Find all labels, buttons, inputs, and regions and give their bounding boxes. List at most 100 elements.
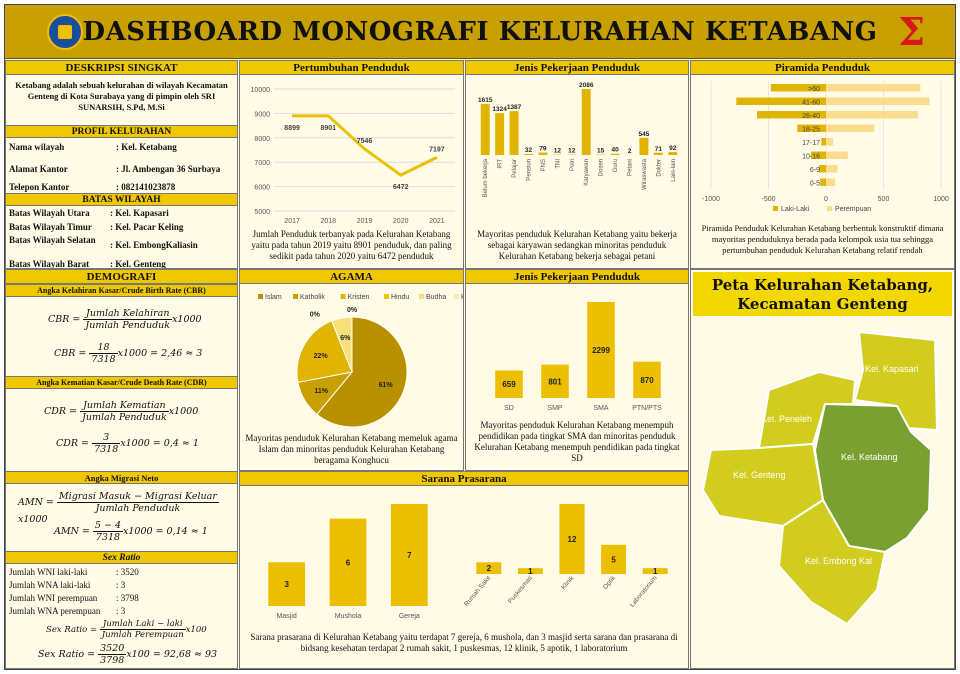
x-tick-label: SD — [504, 405, 514, 412]
y-tick-label: >60 — [808, 86, 820, 93]
x-tick-label: 1000 — [933, 196, 949, 203]
x-tick-label: 2018 — [321, 218, 337, 225]
profil-title: PROFIL KELURAHAN — [6, 125, 237, 138]
bar-perempuan — [826, 111, 918, 119]
data-label: 8899 — [284, 125, 300, 132]
bar — [517, 568, 543, 574]
profil-value-1: : Jl. Ambengan 36 Surbaya — [116, 164, 221, 174]
legend-label: Perempuan — [835, 206, 871, 213]
data-label: 12 — [554, 148, 562, 155]
data-label: 0% — [310, 311, 321, 318]
bar — [509, 111, 519, 155]
pertumbuhan-chart: 5000 6000 7000 8000 9000 10000 2017 2018 2019 202… — [251, 87, 455, 225]
piramida-caption: Piramida Penduduk Kelurahan Ketabang ber… — [701, 223, 944, 255]
batas-value-1: : Kel. Pacar Keling — [110, 222, 184, 232]
x-tick-label: IRT — [498, 159, 504, 169]
sr-key-1: Jumlah WNA laki-laki — [9, 580, 91, 590]
legend-swatch — [454, 294, 459, 299]
profil-key-1: Alamat Kantor — [9, 164, 68, 174]
bar-laki-laki — [797, 124, 826, 132]
y-tick-label: 26-40 — [802, 113, 820, 120]
bar — [559, 504, 585, 574]
sr-key-2: Jumlah WNI perempuan — [9, 593, 98, 603]
x-tick-label: Puskesmas — [507, 574, 534, 605]
batas-value-3: : Kel. Genteng — [110, 259, 166, 269]
bar — [581, 89, 591, 155]
cbr-formula: CBR = Jumlah Kelahiran Jumlah Penduduk x10… — [48, 308, 202, 331]
bar — [538, 152, 548, 155]
data-label: 2 — [628, 148, 632, 155]
header-bar: DASHBOARD MONOGRAFI KELURAHAN KETABANG Σ — [5, 5, 955, 59]
map-title: Peta Kelurahan Ketabang, Kecamatan Gente… — [711, 276, 934, 313]
x-tick-label: 500 — [878, 196, 890, 203]
y-tick-label: 9000 — [254, 111, 270, 118]
cdr-result: CDR = 3 7318 x1000 = 0,4 ≈ 1 — [56, 432, 199, 455]
data-label: 870 — [640, 376, 654, 385]
bar-perempuan — [826, 165, 838, 173]
bar — [642, 568, 668, 574]
bar — [587, 302, 615, 398]
bar — [601, 544, 627, 574]
bar — [541, 364, 569, 398]
batas-key-2: Batas Wilayah Selatan — [9, 235, 96, 245]
sr-formula: Sex Ratio = Jumlah Laki − laki Jumlah Per… — [46, 619, 207, 640]
data-label: 79 — [539, 146, 547, 153]
x-tick-label: 2017 — [284, 218, 300, 225]
bar-laki-laki — [821, 138, 826, 146]
profil-key-0: Nama wilayah — [9, 142, 65, 152]
x-tick-label: Guru — [613, 159, 619, 172]
data-label: 15 — [597, 148, 605, 155]
legend-swatch — [827, 206, 832, 211]
data-label: 1324 — [492, 106, 507, 113]
sarana-title: Sarana Prasarana — [240, 472, 688, 486]
data-label: 71 — [655, 146, 663, 153]
agama-caption: Mayoritas penduduk Kelurahan Ketabang me… — [245, 433, 458, 465]
bar-perempuan — [826, 138, 833, 146]
legend-swatch — [419, 294, 424, 299]
profil-value-0: : Kel. Ketabang — [116, 142, 177, 152]
batas-key-0: Batas Wilayah Utara — [9, 208, 90, 218]
x-tick-label: Pelajar — [512, 159, 518, 178]
data-label: 3 — [284, 580, 289, 589]
bar-laki-laki — [770, 84, 826, 92]
profil-value-2: : 082141023878 — [116, 182, 176, 192]
bar — [668, 152, 678, 155]
ibadah-chart: 3 Masjid 6 Mushola 7 Gereja — [268, 504, 428, 620]
data-label: 11% — [314, 388, 328, 395]
pertumbuhan-title: Pertumbuhan Penduduk — [240, 61, 463, 75]
map-panel: Peta Kelurahan Ketabang, Kecamatan Gente… — [690, 269, 955, 669]
sr-key-3: Jumlah WNA perempuan — [9, 606, 101, 616]
legend-swatch — [384, 294, 389, 299]
bar-laki-laki — [757, 111, 826, 119]
sarana-caption: Sarana prasarana di Kelurahan Ketabang y… — [250, 632, 678, 653]
legend-label: Budha — [426, 294, 446, 301]
legend-label: Laki-Laki — [781, 206, 809, 213]
sr-value-3: : 3 — [116, 606, 126, 616]
data-label: 6% — [340, 335, 351, 342]
deskripsi-title: DESKRIPSI SINGKAT — [6, 61, 237, 75]
profil-key-2: Telepon Kantor — [9, 182, 70, 192]
sr-value-2: : 3798 — [116, 593, 139, 603]
bar — [495, 370, 523, 398]
bar-perempuan — [826, 97, 930, 105]
x-tick-label: Pensiun — [527, 159, 533, 181]
deskripsi-text: Ketabang adalah sebuah kelurahan di wila… — [15, 80, 228, 112]
sr-value-1: : 3 — [116, 580, 126, 590]
sarana-panel: Sarana Prasarana 3 Masjid 6 Mushola 7 Gereja … — [239, 471, 689, 669]
data-label: 7546 — [357, 138, 373, 145]
series-line — [292, 114, 438, 177]
x-tick-label: 0 — [824, 196, 828, 203]
x-tick-label: Polri — [570, 159, 576, 171]
pendidikan-chart: 659 SD 801 SMP 2299 SMA 870 PTN/PTS — [495, 302, 662, 412]
x-tick-label: Wiraswasta — [642, 158, 648, 190]
amn-title: Angka Migrasi Neto — [6, 471, 237, 484]
legend-swatch — [773, 206, 778, 211]
batas-key-3: Batas Wilayah Barat — [9, 259, 90, 269]
bar-laki-laki — [811, 151, 826, 159]
profile-panel: DESKRIPSI SINGKAT Ketabang adalah sebuah… — [5, 60, 238, 269]
pie-slice — [296, 320, 353, 383]
sr-value-0: : 3520 — [116, 567, 139, 577]
demografi-panel: DEMOGRAFI Angka Kelahiran Kasar/Crude Bi… — [5, 269, 238, 669]
data-label: 12 — [568, 148, 576, 155]
map-label-peneleh: Kel. Peneleh — [761, 414, 812, 424]
